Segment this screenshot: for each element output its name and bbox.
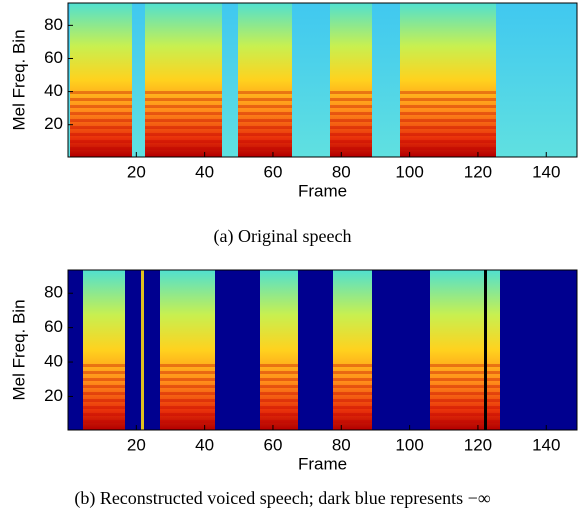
heatmap-texture [83,360,125,430]
y-axis-label: Mel Freq. Bin [9,29,28,130]
y-tick-label: 40 [44,81,63,100]
heatmap-texture [70,87,132,157]
y-axis-label: Mel Freq. Bin [9,299,28,400]
x-axis-label: Frame [298,181,347,200]
heatmap-texture [238,87,292,157]
x-tick-label: 120 [464,162,492,181]
x-tick-label: 100 [395,435,423,454]
x-tick-label: 40 [195,162,214,181]
y-tick-label: 60 [44,317,63,336]
y-tick-label: 60 [44,48,63,67]
x-tick-label: 20 [127,162,146,181]
caption: (a) Original speech [214,226,352,247]
x-tick-label: 60 [264,435,283,454]
y-tick-label: 20 [44,386,63,405]
heatmap-texture [333,360,372,430]
x-axis-label: Frame [298,454,347,473]
y-tick-label: 40 [44,352,63,371]
heatmap-background [68,3,577,157]
heatmap-line [141,270,144,430]
heatmap-texture [430,360,500,430]
x-tick-label: 100 [395,162,423,181]
heatmap-texture [160,360,215,430]
x-tick-label: 80 [332,435,351,454]
heatmap-background [68,270,577,430]
heatmap-texture [400,87,496,157]
heatmap-texture [330,87,372,157]
x-tick-label: 60 [264,162,283,181]
heatmap-texture [145,87,222,157]
heatmap-line [484,270,487,430]
plot-frame [67,269,578,431]
x-tick-label: 140 [532,162,560,181]
y-tick-label: 80 [44,15,63,34]
x-tick-label: 140 [532,435,560,454]
caption: (b) Reconstructed voiced speech; dark bl… [74,488,490,509]
x-tick-label: 80 [332,162,351,181]
x-tick-label: 40 [195,435,214,454]
plot-frame [67,2,578,158]
x-tick-label: 20 [127,435,146,454]
y-tick-label: 80 [44,283,63,302]
heatmap-texture [260,360,298,430]
x-tick-label: 120 [464,435,492,454]
y-tick-label: 20 [44,114,63,133]
